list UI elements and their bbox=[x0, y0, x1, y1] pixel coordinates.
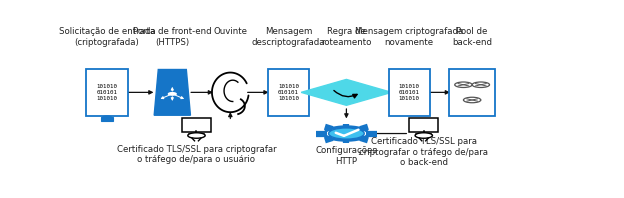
Text: Mensagem
descriptografada: Mensagem descriptografada bbox=[251, 27, 325, 47]
FancyBboxPatch shape bbox=[268, 69, 309, 116]
FancyBboxPatch shape bbox=[389, 69, 430, 116]
Text: 101010
010101
101010: 101010 010101 101010 bbox=[278, 84, 299, 101]
Text: Configurações
HTTP: Configurações HTTP bbox=[316, 146, 378, 166]
Circle shape bbox=[168, 93, 176, 95]
Text: Porta de front-end
(HTTPS): Porta de front-end (HTTPS) bbox=[133, 27, 212, 47]
Circle shape bbox=[329, 128, 364, 139]
FancyBboxPatch shape bbox=[100, 117, 114, 121]
Circle shape bbox=[188, 133, 205, 138]
Text: Regra de
roteamento: Regra de roteamento bbox=[321, 27, 371, 47]
Text: Certificado TLS/SSL para
criptografar o tráfego de/para
o back-end: Certificado TLS/SSL para criptografar o … bbox=[359, 137, 488, 167]
Text: 101010
010101
101010: 101010 010101 101010 bbox=[399, 84, 420, 101]
Text: Solicitação de entrada
(criptografada): Solicitação de entrada (criptografada) bbox=[59, 27, 155, 47]
FancyBboxPatch shape bbox=[449, 69, 495, 116]
Circle shape bbox=[415, 133, 432, 138]
FancyBboxPatch shape bbox=[87, 69, 127, 116]
Polygon shape bbox=[301, 79, 392, 105]
Text: 101010
010101
101010: 101010 010101 101010 bbox=[97, 84, 117, 101]
Text: Mensagem criptografada
novamente: Mensagem criptografada novamente bbox=[355, 27, 464, 47]
Text: Certificado TLS/SSL para criptografar
o tráfego de/para o usuário: Certificado TLS/SSL para criptografar o … bbox=[117, 145, 276, 164]
Text: Pool de
back-end: Pool de back-end bbox=[452, 27, 492, 47]
Polygon shape bbox=[154, 69, 190, 115]
FancyBboxPatch shape bbox=[409, 118, 438, 132]
Text: Ouvinte: Ouvinte bbox=[213, 27, 247, 36]
FancyBboxPatch shape bbox=[182, 118, 211, 132]
